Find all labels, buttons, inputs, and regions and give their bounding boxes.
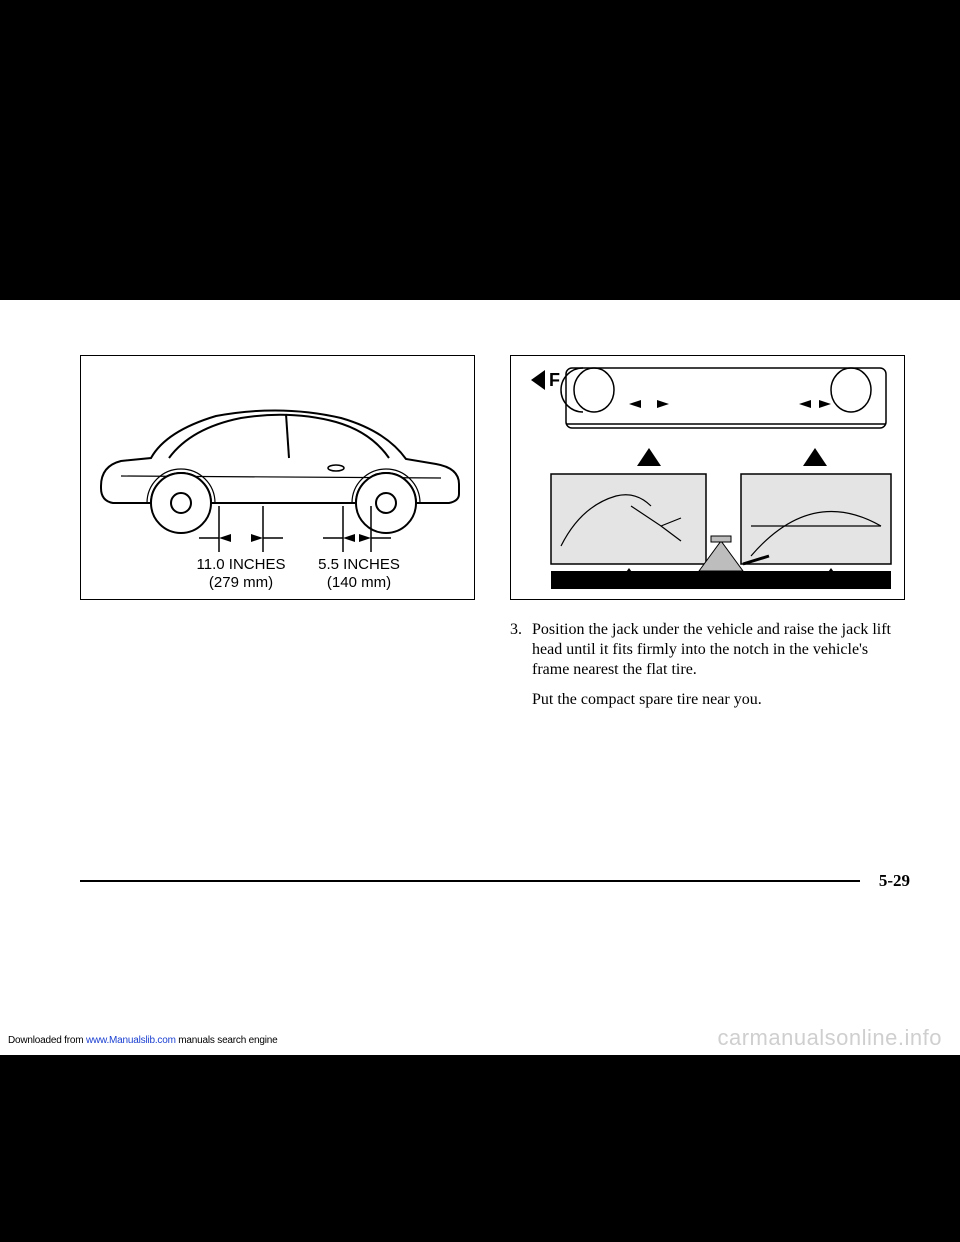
dimension-front-mm: (279 mm) [209,574,273,591]
manual-page: 11.0 INCHES (279 mm) 5.5 INCHES (140 mm)… [0,300,960,1055]
jack-placement-diagram: F [511,356,906,601]
dimension-rear-inches: 5.5 INCHES [318,556,400,573]
step-3-para-1: Position the jack under the vehicle and … [532,620,905,680]
figure-jack-points-side-view: 11.0 INCHES (279 mm) 5.5 INCHES (140 mm) [80,355,475,600]
page-number: 5-29 [871,871,910,891]
footer-source: Downloaded from www.Manualslib.com manua… [8,1035,278,1046]
footer-source-prefix: Downloaded from [8,1035,86,1046]
step-3: 3. Position the jack under the vehicle a… [510,620,905,710]
dimension-front-inches: 11.0 INCHES [197,556,286,573]
front-marker-label: F [549,370,560,390]
dimension-label-rear: 5.5 INCHES (140 mm) [279,556,439,592]
step-3-para-2: Put the compact spare tire near you. [532,690,905,710]
front-marker-icon [531,370,545,390]
footer-source-suffix: manuals search engine [176,1035,278,1046]
dimension-rear-mm: (140 mm) [327,574,391,591]
page-white-band: 11.0 INCHES (279 mm) 5.5 INCHES (140 mm)… [0,300,960,1055]
footer-source-link[interactable]: www.Manualslib.com [86,1035,176,1046]
step-number: 3. [510,620,522,640]
footer-watermark: carmanualsonline.info [717,1025,942,1051]
figure-jack-placement-underside: F [510,355,905,600]
page-rule [80,880,860,882]
